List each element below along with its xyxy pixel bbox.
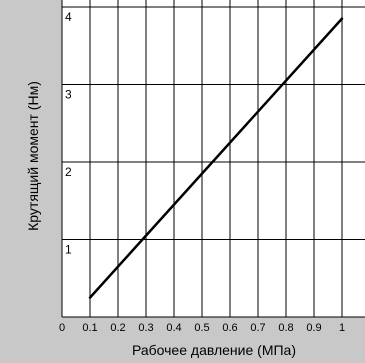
x-tick-layer: 0 0.1 0.2 0.3 0.4 0.5 0.6 0.7 0.8 0.9 1 bbox=[59, 322, 345, 334]
y-tick-layer: 1 2 3 4 bbox=[65, 10, 72, 257]
y-axis-title: Крутящий момент (Нм) bbox=[25, 81, 41, 231]
grid-layer bbox=[61, 0, 365, 318]
x-axis-title: Рабочее давление (МПа) bbox=[132, 342, 296, 358]
x-tick-label: 0.2 bbox=[110, 322, 125, 334]
x-tick-label: 0.5 bbox=[194, 322, 209, 334]
x-tick-label: 1 bbox=[339, 322, 345, 334]
x-tick-label: 0.9 bbox=[306, 322, 321, 334]
x-tick-label: 0.4 bbox=[166, 322, 181, 334]
y-tick-label: 3 bbox=[65, 88, 72, 102]
x-tick-label: 0.1 bbox=[82, 322, 97, 334]
plot-area bbox=[62, 0, 365, 317]
y-tick-label: 2 bbox=[65, 165, 72, 179]
series-line bbox=[88, 17, 344, 299]
x-tick-label: 0 bbox=[59, 322, 65, 334]
y-tick-label: 1 bbox=[65, 243, 72, 257]
x-tick-label: 0.7 bbox=[250, 322, 265, 334]
x-tick-label: 0.6 bbox=[222, 322, 237, 334]
x-tick-label: 0.3 bbox=[138, 322, 153, 334]
y-tick-label: 4 bbox=[65, 10, 72, 24]
line-layer bbox=[88, 17, 344, 299]
x-tick-label: 0.8 bbox=[278, 322, 293, 334]
